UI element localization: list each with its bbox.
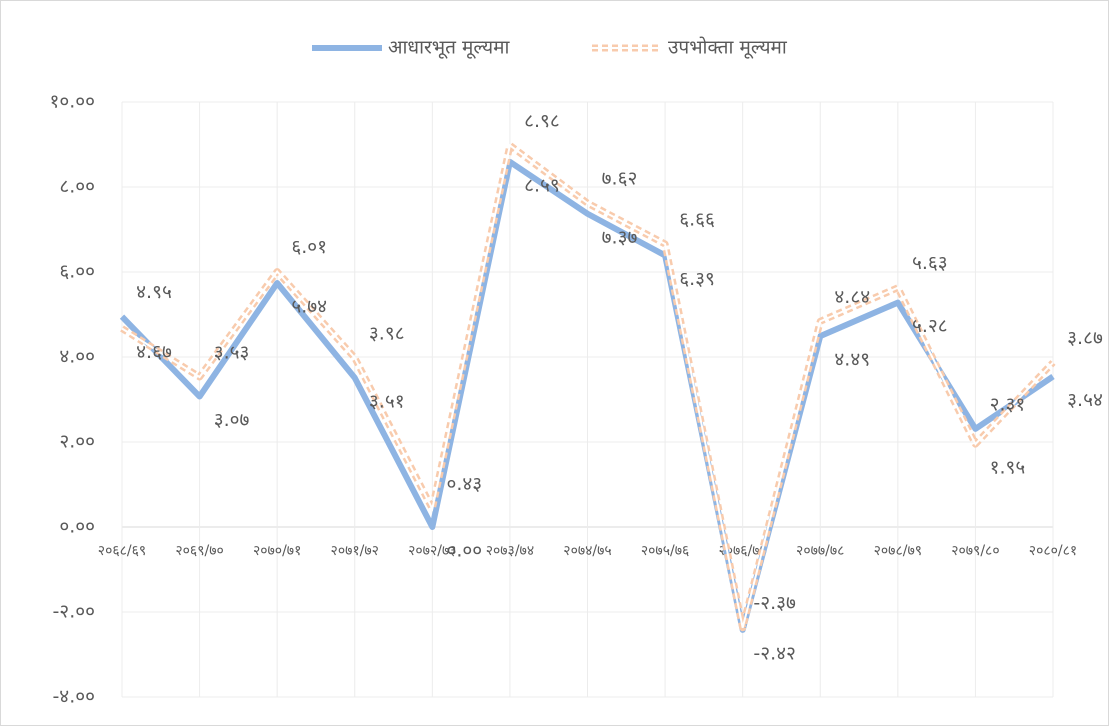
data-label: ३.५१: [369, 390, 405, 412]
data-label: ३.५४: [1067, 389, 1103, 411]
x-tick-label: २०८०/८१: [1029, 543, 1077, 559]
data-label: ०.००: [446, 540, 482, 562]
legend-label: आधारभूत मूल्यमा: [388, 37, 510, 60]
data-label: ३.०७: [214, 409, 250, 431]
y-tick-label: ४.००: [59, 346, 95, 368]
y-tick-label: ८.००: [59, 176, 95, 198]
x-tick-label: २०७९/८०: [951, 543, 999, 559]
y-tick-label: २.००: [59, 431, 95, 453]
data-label: २.३१: [990, 393, 1026, 415]
data-label: ४.८४: [834, 286, 870, 308]
x-tick-label: २०७०/७१: [253, 543, 301, 559]
data-label: ७.६२: [602, 168, 638, 190]
data-label: ५.७४: [291, 296, 327, 318]
data-label: ८.५९: [524, 174, 560, 196]
data-label: ३.५३: [214, 341, 250, 363]
data-label: ४.४९: [834, 349, 870, 371]
x-tick-label: २०७४/७५: [563, 543, 611, 559]
legend-label: उपभोक्ता मूल्यमा: [668, 36, 788, 60]
data-label: ६.३९: [679, 268, 715, 290]
data-label: -२.३७: [753, 592, 796, 614]
data-label: ७.३७: [602, 226, 638, 248]
line-series-inner: [121, 143, 1054, 628]
x-tick-label: २०७५/७६: [641, 543, 689, 559]
x-tick-label: २०६८/६९: [98, 543, 146, 559]
x-tick-label: २०७८/७९: [874, 543, 922, 559]
x-tick-label: २०६९/७०: [175, 543, 223, 559]
data-label: ३.९८: [369, 322, 405, 344]
x-tick-label: २०७७/७८: [796, 543, 844, 559]
y-tick-label: -२.००: [52, 601, 95, 623]
line-series: [119, 158, 1055, 633]
x-tick-label: २०७१/७२: [331, 543, 379, 559]
y-tick-label: १०.००: [49, 91, 95, 113]
data-label: -२.४२: [753, 642, 796, 664]
data-label: ५.६३: [912, 252, 948, 274]
x-tick-label: २०७२/७३: [408, 543, 456, 559]
data-label: ४.६७: [136, 341, 172, 363]
data-label: ४.९५: [136, 281, 172, 303]
data-label: १.९५: [990, 457, 1026, 479]
data-label: ६.६६: [679, 208, 715, 230]
y-tick-label: ०.००: [59, 516, 95, 538]
x-tick-label: २०७३/७४: [486, 543, 534, 559]
data-label: ५.२८: [912, 315, 948, 337]
data-label: ६.०१: [291, 236, 327, 258]
y-tick-label: ६.००: [59, 261, 95, 283]
data-label: ८.९८: [524, 110, 560, 132]
data-label: ३.८७: [1067, 327, 1103, 349]
data-label: ०.४३: [446, 473, 482, 495]
y-tick-label: -४.००: [52, 686, 95, 708]
